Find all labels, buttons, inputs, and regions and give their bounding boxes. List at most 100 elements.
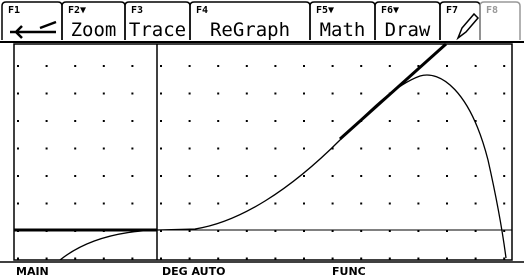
grid-dot — [189, 65, 191, 67]
grid-dot — [160, 203, 162, 205]
grid-dot — [189, 148, 191, 150]
grid-dot — [74, 175, 76, 177]
grid-dot — [46, 65, 48, 67]
tab-label: Draw — [385, 19, 431, 41]
tab-key: F8 — [486, 5, 498, 16]
grid-dot — [446, 65, 448, 67]
grid-dot — [160, 65, 162, 67]
grid-dot — [503, 175, 505, 177]
grid-dot — [74, 120, 76, 122]
grid-dot — [389, 175, 391, 177]
grid-dot — [303, 203, 305, 205]
grid-dot — [103, 203, 105, 205]
grid-dot — [446, 148, 448, 150]
grid-dot — [389, 65, 391, 67]
grid-dot — [417, 148, 419, 150]
grid-dot — [131, 203, 133, 205]
grid-dot — [332, 93, 334, 95]
grid-dot — [189, 93, 191, 95]
grid-dot — [46, 203, 48, 205]
grid-dot — [503, 65, 505, 67]
grid-dot — [475, 175, 477, 177]
grid-dot — [17, 93, 19, 95]
grid-dot — [46, 93, 48, 95]
grid-dot — [46, 148, 48, 150]
tab-label: ReGraph — [210, 19, 290, 41]
grid-dot — [74, 148, 76, 150]
status-mode: DEG AUTO — [162, 265, 225, 278]
grid-dot — [503, 258, 505, 260]
grid-dot — [332, 175, 334, 177]
grid-dot — [17, 148, 19, 150]
grid-dot — [303, 148, 305, 150]
page: F1F2▼ZoomF3TraceF4ReGraphF5▼MathF6▼DrawF… — [0, 0, 524, 278]
grid-dot — [446, 93, 448, 95]
grid-dot — [46, 120, 48, 122]
grid-dot — [503, 120, 505, 122]
grid-dot — [303, 120, 305, 122]
grid-dot — [446, 120, 448, 122]
grid-dot — [389, 120, 391, 122]
grid-dot — [160, 120, 162, 122]
grid-dot — [417, 120, 419, 122]
grid-dot — [46, 175, 48, 177]
grid-dot — [274, 148, 276, 150]
grid-dot — [389, 203, 391, 205]
grid-dot — [360, 65, 362, 67]
grid-dot — [160, 93, 162, 95]
grid-dot — [160, 175, 162, 177]
grid-dot — [274, 120, 276, 122]
grid-dot — [17, 203, 19, 205]
grid-dot — [417, 175, 419, 177]
grid-dot — [417, 258, 419, 260]
grid-dot — [160, 258, 162, 260]
grid-dot — [246, 148, 248, 150]
tab-key: F6▼ — [381, 5, 399, 16]
grid-dot — [217, 65, 219, 67]
grid-dot — [246, 258, 248, 260]
grid-dot — [360, 93, 362, 95]
grid-dot — [389, 258, 391, 260]
tab-label: Zoom — [71, 19, 117, 41]
grid-dot — [475, 93, 477, 95]
grid-dot — [17, 120, 19, 122]
tab-key: F7 — [446, 5, 458, 16]
grid-dot — [446, 258, 448, 260]
grid-dot — [189, 203, 191, 205]
grid-dot — [332, 258, 334, 260]
grid-dot — [217, 93, 219, 95]
grid-dot — [74, 93, 76, 95]
tab-label: Trace — [129, 19, 186, 41]
grid-dot — [303, 258, 305, 260]
grid-dot — [103, 258, 105, 260]
grid-dot — [103, 65, 105, 67]
grid-dot — [217, 175, 219, 177]
grid-dot — [360, 148, 362, 150]
grid-dot — [503, 203, 505, 205]
grid-dot — [131, 175, 133, 177]
grid-dot — [332, 203, 334, 205]
tab-key: F2▼ — [68, 5, 86, 16]
grid-dot — [74, 258, 76, 260]
grid-dot — [131, 258, 133, 260]
grid-dot — [417, 93, 419, 95]
calculator-screen: F1F2▼ZoomF3TraceF4ReGraphF5▼MathF6▼DrawF… — [0, 0, 524, 278]
grid-dot — [475, 148, 477, 150]
grid-dot — [503, 93, 505, 95]
grid-dot — [17, 258, 19, 260]
grid-dot — [417, 203, 419, 205]
grid-dot — [17, 65, 19, 67]
grid-dot — [475, 203, 477, 205]
tab-key: F5▼ — [316, 5, 334, 16]
tab-key: F3 — [131, 5, 143, 16]
status-folder: MAIN — [16, 265, 49, 278]
grid-dot — [131, 148, 133, 150]
tab-key: F1 — [8, 5, 20, 16]
grid-dot — [332, 120, 334, 122]
tab-label: Math — [320, 19, 366, 41]
grid-dot — [246, 203, 248, 205]
grid-dot — [217, 258, 219, 260]
grid-dot — [246, 65, 248, 67]
grid-dot — [246, 175, 248, 177]
grid-dot — [332, 65, 334, 67]
